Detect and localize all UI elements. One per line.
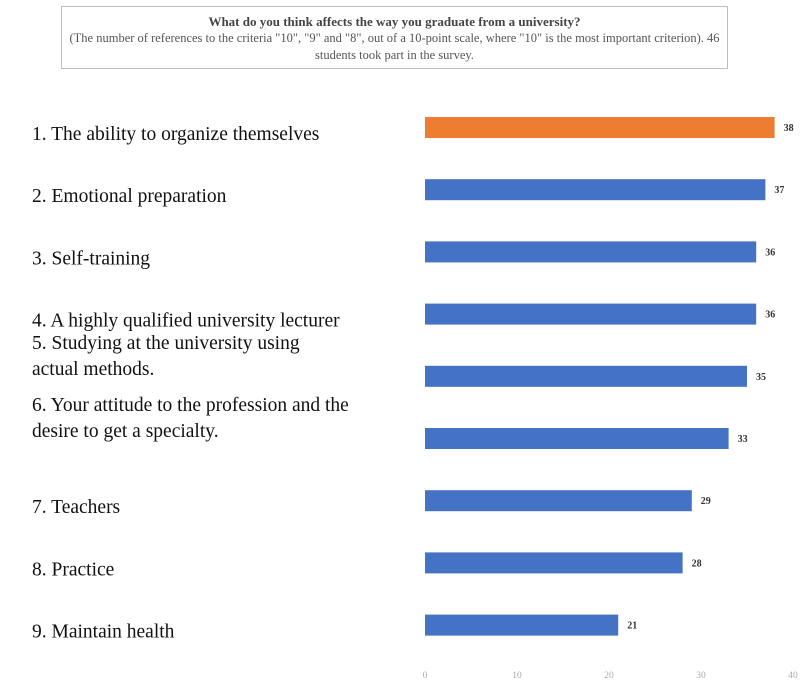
bar bbox=[425, 552, 683, 574]
bar-group: 33 6. Your attitude to the profession and… bbox=[32, 395, 748, 449]
x-tick-label: 0 bbox=[423, 671, 428, 681]
bar-value-label: 36 bbox=[765, 247, 775, 258]
category-label: 4. A highly qualified university lecture… bbox=[32, 311, 340, 332]
bar-group: 28 8. Practice bbox=[32, 552, 702, 580]
bar-value-label: 35 bbox=[756, 372, 766, 383]
x-tick-label: 10 bbox=[512, 671, 522, 681]
category-label: 7. Teachers bbox=[32, 497, 120, 518]
bar-value-label: 38 bbox=[784, 123, 794, 134]
chart-subtitle: (The number of references to the criteri… bbox=[69, 31, 720, 62]
x-tick-label: 40 bbox=[788, 671, 798, 681]
bar bbox=[425, 241, 757, 263]
x-tick-label: 20 bbox=[604, 671, 614, 681]
bar-value-label: 37 bbox=[774, 185, 784, 196]
bar bbox=[425, 365, 747, 387]
category-label: 2. Emotional preparation bbox=[32, 186, 227, 207]
bar-group: 21 9. Maintain health bbox=[32, 614, 637, 643]
bar-group: 35 5. Studying at the university using act… bbox=[32, 333, 766, 387]
category-label: 3. Self-training bbox=[32, 248, 150, 269]
bar-group: 37 2. Emotional preparation bbox=[32, 179, 784, 207]
chart-title-box: What do you think affects the way you gr… bbox=[61, 6, 728, 69]
bar bbox=[425, 117, 775, 138]
bar bbox=[425, 428, 729, 449]
bar bbox=[425, 303, 757, 325]
bar bbox=[425, 490, 692, 512]
bar-value-label: 21 bbox=[627, 621, 637, 632]
x-tick-label: 30 bbox=[696, 671, 706, 681]
bar-group: 29 7. Teachers bbox=[32, 490, 711, 518]
chart-title: What do you think affects the way you gr… bbox=[208, 14, 581, 29]
bar-group: 38 1. The ability to organize themselves bbox=[32, 117, 794, 145]
category-label: 1. The ability to organize themselves bbox=[32, 124, 319, 145]
bar-group: 36 3. Self-training bbox=[32, 241, 775, 269]
category-label: 6. Your attitude to the profession and t… bbox=[32, 395, 349, 442]
bar-value-label: 36 bbox=[765, 310, 775, 321]
bar-value-label: 33 bbox=[738, 434, 748, 445]
bar bbox=[425, 614, 619, 636]
category-label: 5. Studying at the university using actua… bbox=[32, 333, 300, 380]
category-label: 8. Practice bbox=[32, 559, 114, 580]
bar-value-label: 28 bbox=[692, 558, 702, 569]
bar-value-label: 29 bbox=[701, 496, 711, 507]
bar-group: 36 4. A highly qualified university lectu… bbox=[32, 303, 775, 332]
bar bbox=[425, 179, 766, 201]
category-label: 9. Maintain health bbox=[32, 622, 175, 643]
